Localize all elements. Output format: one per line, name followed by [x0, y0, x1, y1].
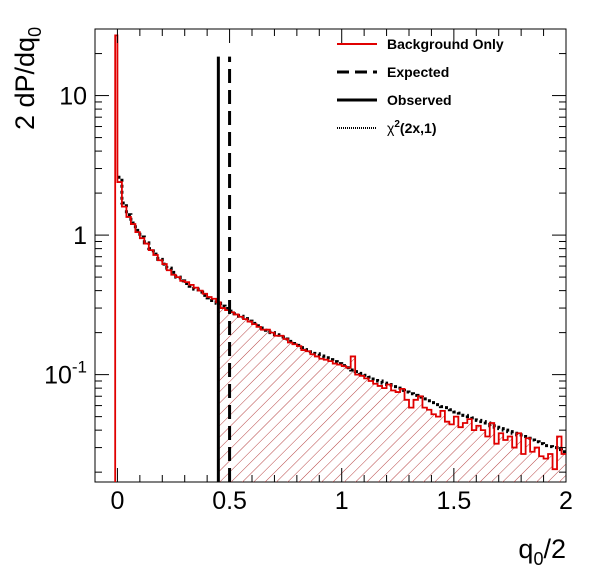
y-tick-label: 10 — [59, 83, 87, 111]
x-tick-label: 0.5 — [212, 487, 247, 515]
legend-chi2-tail: (2x,1) — [400, 120, 437, 136]
legend-chi2-greek: χ — [387, 120, 395, 136]
x-tick-label: 1 — [335, 487, 349, 515]
y-axis-title-sub: 0 — [25, 27, 45, 37]
x-tick-label: 0 — [110, 487, 124, 515]
hatched-p-value-region — [218, 302, 566, 482]
y-axis-title-main: 2 dP/dq — [10, 37, 40, 130]
y-tick-label-base: 1 — [73, 222, 87, 250]
x-tick-label: 2 — [559, 487, 573, 515]
legend-chi2-exp: 2 — [394, 119, 400, 130]
x-axis-title: q0/2 — [518, 534, 566, 569]
background-only-histogram — [114, 34, 566, 482]
legend: Background Only Expected Observed χ2(2x,… — [337, 36, 504, 136]
legend-label-background-only: Background Only — [387, 36, 504, 52]
y-tick-label-base: 10 — [44, 362, 72, 390]
x-axis-title-sub: 0 — [533, 549, 543, 569]
x-axis-title-tail: /2 — [543, 534, 566, 564]
legend-label-chi2: χ2(2x,1) — [387, 119, 437, 136]
y-tick-label-base: 10 — [59, 83, 87, 111]
y-tick-label: 1 — [73, 222, 87, 250]
legend-label-observed: Observed — [387, 92, 452, 108]
x-tick-label: 1.5 — [436, 487, 471, 515]
y-axis-title: 2 dP/dq0 — [10, 27, 45, 130]
legend-label-expected: Expected — [387, 64, 449, 80]
plot-area — [114, 34, 566, 482]
y-tick-label: 10-1 — [44, 358, 87, 390]
x-axis-title-main: q — [518, 534, 533, 564]
y-tick-label-exponent: -1 — [72, 358, 87, 377]
